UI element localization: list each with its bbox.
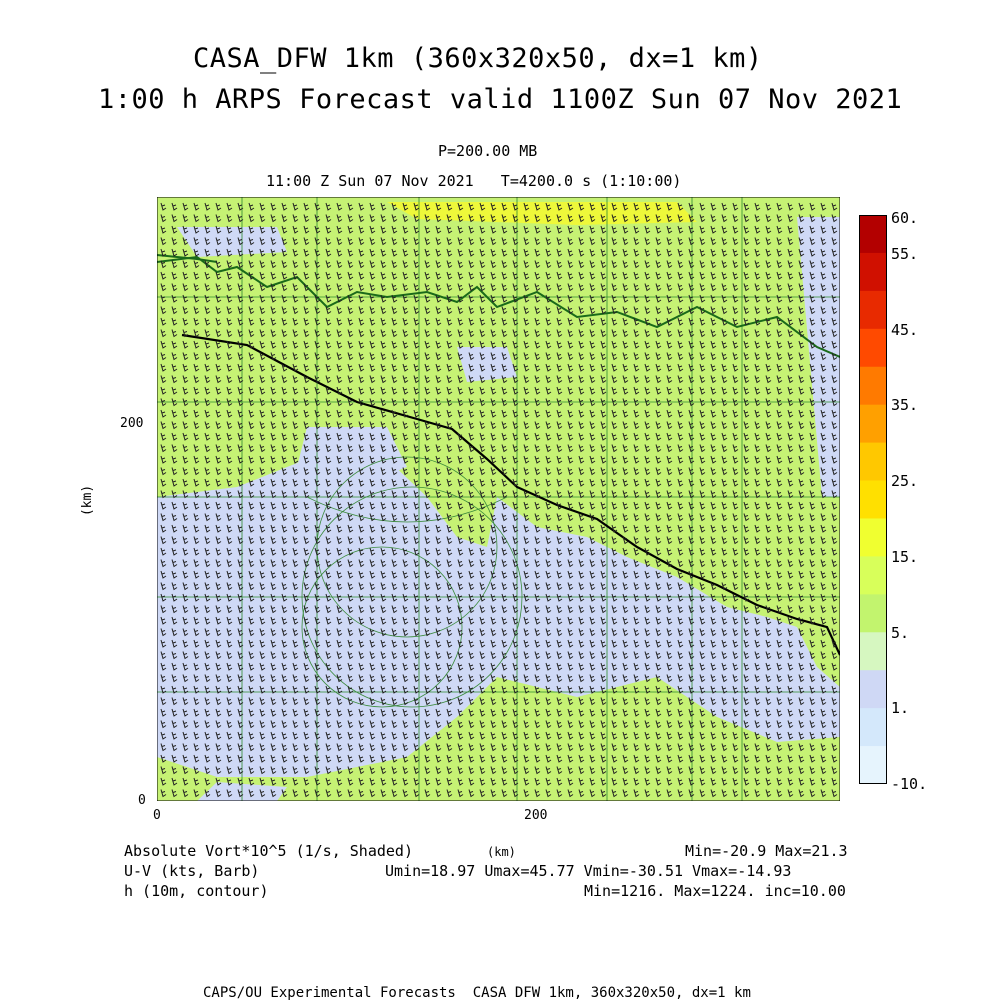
pressure-level: P=200.00 MB xyxy=(438,142,538,160)
legend-shaded-minmax: Min=-20.9 Max=21.3 xyxy=(685,842,848,860)
title-line-2: 1:00 h ARPS Forecast valid 1100Z Sun 07 … xyxy=(98,84,903,115)
colorbar-swatch xyxy=(859,215,887,254)
colorbar-label-45: 45. xyxy=(891,321,919,339)
y-axis-label: (km) xyxy=(80,484,96,517)
colorbar-swatch xyxy=(859,252,887,292)
y-tick-200: 200 xyxy=(120,416,144,431)
y-tick-0: 0 xyxy=(138,793,146,808)
colorbar-swatch xyxy=(859,708,887,747)
colorbar-label-35: 35. xyxy=(891,396,919,414)
legend-contour-stats: Min=1216. Max=1224. inc=10.00 xyxy=(584,882,846,900)
legend-shaded: Absolute Vort*10^5 (1/s, Shaded) xyxy=(124,842,413,860)
colorbar-swatch xyxy=(859,556,887,595)
colorbar-swatch xyxy=(859,480,887,519)
wind-barbs xyxy=(160,202,838,798)
footer-credit: CAPS/OU Experimental Forecasts CASA DFW … xyxy=(203,985,751,1001)
x-tick-200: 200 xyxy=(524,808,548,823)
colorbar-swatch xyxy=(859,290,887,330)
colorbar-swatch xyxy=(859,404,887,444)
valid-time: 11:00 Z Sun 07 Nov 2021 T=4200.0 s (1:10… xyxy=(266,172,682,190)
colorbar-label-1: 1. xyxy=(891,699,910,717)
legend-barb-stats: Umin=18.97 Umax=45.77 Vmin=-30.51 Vmax=-… xyxy=(385,862,792,880)
vorticity-low-regions xyxy=(157,217,840,801)
state-border xyxy=(157,255,840,358)
vorticity-high-regions xyxy=(387,202,697,225)
colorbar-label-60: 60. xyxy=(891,209,919,227)
colorbar-swatch xyxy=(859,670,887,709)
colorbar-label-55: 55. xyxy=(891,245,919,263)
x-tick-0: 0 xyxy=(153,808,161,823)
height-contours xyxy=(301,456,523,708)
colorbar-label-minus10: -10. xyxy=(891,775,928,793)
colorbar-label-5: 5. xyxy=(891,624,910,642)
colorbar-swatch xyxy=(859,632,887,671)
colorbar-swatch xyxy=(859,442,887,482)
colorbar-swatch xyxy=(859,518,887,557)
wind-barb-field xyxy=(160,202,838,798)
colorbar-label-15: 15. xyxy=(891,548,919,566)
title-line-1: CASA_DFW 1km (360x320x50, dx=1 km) xyxy=(193,43,763,74)
colorbar-label-25: 25. xyxy=(891,472,919,490)
legend-barb: U-V (kts, Barb) xyxy=(124,862,260,880)
legend-x-unit: (km) xyxy=(487,845,516,859)
colorbar xyxy=(859,215,887,784)
colorbar-swatch xyxy=(859,594,887,633)
forecast-map xyxy=(157,197,840,801)
state-border-west xyxy=(157,254,218,263)
legend-contour: h (10m, contour) xyxy=(124,882,269,900)
colorbar-swatch xyxy=(859,366,887,406)
colorbar-swatch xyxy=(859,328,887,368)
colorbar-swatch xyxy=(859,746,887,784)
